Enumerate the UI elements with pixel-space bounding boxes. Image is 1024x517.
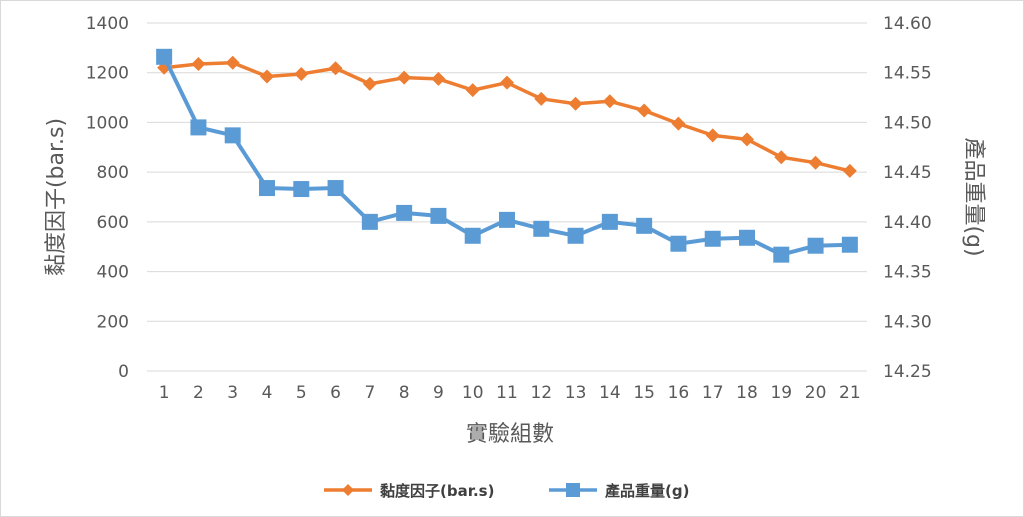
legend: 黏度因子(bar.s) 產品重量(g) xyxy=(324,482,689,500)
data-point xyxy=(464,227,481,244)
x-tick-label: 9 xyxy=(433,383,444,403)
legend-label: 產品重量(g) xyxy=(604,482,689,500)
data-point xyxy=(602,94,617,109)
data-point xyxy=(260,69,274,84)
x-axis-ticks: 1 2 3 4 5 6 7 8 9 10 11 12 13 14 15 16 17 18 19 20 21 xyxy=(159,383,861,403)
x-tick-label: 6 xyxy=(330,383,341,403)
right-tick-label: 14.60 xyxy=(883,14,932,34)
data-point xyxy=(740,132,754,147)
x-tick-label: 11 xyxy=(496,383,518,403)
data-point xyxy=(567,227,584,244)
legend-item: 產品重量(g) xyxy=(549,482,689,500)
data-point xyxy=(259,180,275,197)
right-tick-label: 14.40 xyxy=(883,213,932,233)
data-point xyxy=(465,83,480,98)
data-point xyxy=(568,96,583,111)
data-point xyxy=(431,71,446,86)
data-point xyxy=(533,220,550,237)
data-point xyxy=(807,237,824,254)
data-point xyxy=(739,229,755,246)
data-point xyxy=(773,246,790,263)
right-tick-label: 14.25 xyxy=(883,362,932,382)
left-axis-title: 黏度因子(bar.s) xyxy=(44,118,69,276)
data-point xyxy=(671,116,686,131)
x-tick-label: 19 xyxy=(770,383,792,403)
data-point xyxy=(397,70,412,85)
x-tick-label: 20 xyxy=(805,383,827,403)
x-tick-label: 2 xyxy=(193,383,204,403)
x-tick-label: 14 xyxy=(599,383,621,403)
data-point xyxy=(808,155,823,170)
right-axis-ticks: 14.25 14.30 14.35 14.40 14.45 14.50 14.55 14.60 xyxy=(883,14,932,382)
data-point xyxy=(637,103,652,118)
x-tick-label: 8 xyxy=(399,383,410,403)
series-1 xyxy=(157,55,857,178)
x-tick-label: 4 xyxy=(262,383,273,403)
x-axis-title: 實驗組數 xyxy=(466,422,554,447)
data-point xyxy=(670,235,687,252)
series-layer xyxy=(156,48,858,263)
left-tick-label: 1200 xyxy=(86,64,129,84)
series-2 xyxy=(156,48,858,263)
x-tick-label: 5 xyxy=(296,383,307,403)
legend-label: 黏度因子(bar.s) xyxy=(380,482,494,500)
x-tick-label: 18 xyxy=(736,383,758,403)
data-point xyxy=(705,128,720,143)
data-point xyxy=(430,207,447,224)
data-point xyxy=(704,230,721,247)
x-tick-label: 13 xyxy=(565,383,587,403)
right-axis-title: 產品重量(g) xyxy=(961,137,986,256)
x-tick-label: 10 xyxy=(462,383,484,403)
x-tick-label: 17 xyxy=(702,383,724,403)
data-point xyxy=(191,57,206,72)
data-point xyxy=(842,163,857,178)
gridlines xyxy=(147,22,867,372)
data-point xyxy=(534,91,549,106)
x-tick-label: 3 xyxy=(227,383,238,403)
left-tick-label: 200 xyxy=(97,312,129,332)
right-tick-label: 14.30 xyxy=(883,312,932,332)
left-tick-label: 600 xyxy=(97,213,129,233)
x-tick-label: 7 xyxy=(364,383,375,403)
x-tick-label: 16 xyxy=(668,383,690,403)
legend-marker xyxy=(342,484,354,496)
data-point xyxy=(841,236,858,253)
data-point xyxy=(500,75,514,90)
right-tick-label: 14.35 xyxy=(883,263,932,283)
data-point xyxy=(361,213,378,230)
data-point xyxy=(294,66,309,81)
legend-marker xyxy=(566,483,580,497)
data-point xyxy=(224,127,241,144)
left-tick-label: 1000 xyxy=(86,113,129,133)
data-point xyxy=(225,55,240,70)
left-tick-label: 400 xyxy=(97,263,129,283)
left-tick-label: 800 xyxy=(97,163,129,183)
data-point xyxy=(774,150,789,165)
data-point xyxy=(293,181,310,198)
data-point xyxy=(601,213,618,230)
data-point xyxy=(636,217,653,234)
data-point xyxy=(327,180,344,197)
left-tick-label: 0 xyxy=(118,362,129,382)
left-tick-label: 1400 xyxy=(86,14,129,34)
right-tick-label: 14.55 xyxy=(883,64,932,84)
data-point xyxy=(499,211,515,228)
x-tick-label: 21 xyxy=(839,383,861,403)
left-axis-ticks: 0 200 400 600 800 1000 1200 1400 xyxy=(86,14,129,382)
x-tick-label: 1 xyxy=(159,383,170,403)
data-point xyxy=(396,204,413,221)
data-point xyxy=(156,48,173,65)
data-point xyxy=(362,76,377,91)
right-tick-label: 14.45 xyxy=(883,163,932,183)
data-point xyxy=(190,119,207,136)
x-tick-label: 12 xyxy=(530,383,552,403)
x-tick-label: 15 xyxy=(633,383,655,403)
right-tick-label: 14.50 xyxy=(883,113,932,133)
legend-item: 黏度因子(bar.s) xyxy=(324,482,494,500)
